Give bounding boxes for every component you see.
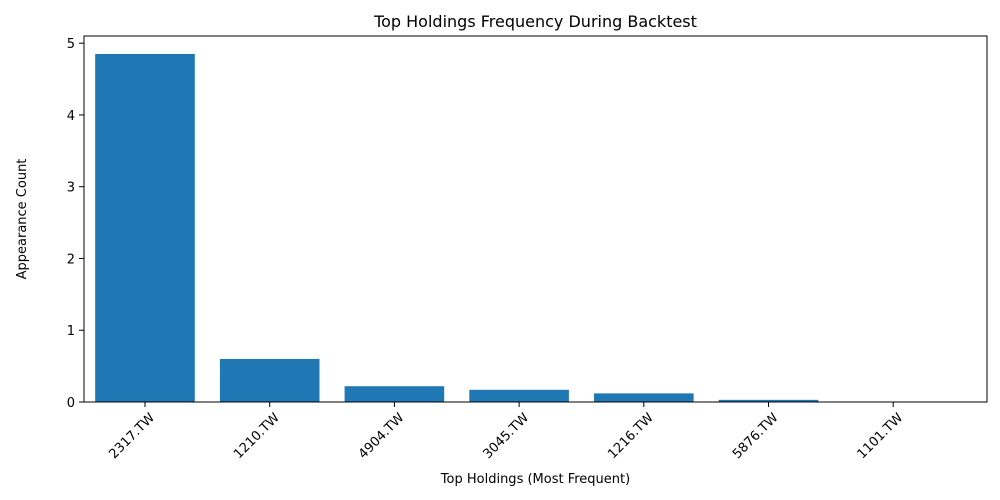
- bar-2317.TW: [95, 53, 195, 403]
- bar-3045.TW: [469, 389, 569, 402]
- y-axis-label: Appearance Count: [15, 159, 30, 280]
- y-tick-label: 0: [67, 396, 75, 411]
- y-tick-label: 1: [67, 324, 75, 339]
- x-tick-label: 5876.TW: [730, 410, 782, 462]
- x-axis-label: Top Holdings (Most Frequent): [440, 472, 630, 487]
- bar-4904.TW: [344, 386, 445, 402]
- chart-title: Top Holdings Frequency During Backtest: [373, 12, 697, 31]
- y-tick-label: 2: [67, 252, 75, 267]
- y-axis: 0 1 2 3 4 5: [67, 37, 84, 411]
- x-tick-label: 1216.TW: [605, 410, 657, 462]
- bar-5876.TW: [718, 399, 819, 402]
- plot-area: [95, 53, 819, 403]
- x-axis: 2317.TW 1210.TW 4904.TW 3045.TW 1216.TW 5876.…: [106, 402, 906, 462]
- x-tick-label: 3045.TW: [481, 410, 533, 462]
- y-tick-label: 5: [67, 37, 75, 52]
- x-tick-label: 2317.TW: [106, 410, 158, 462]
- axes-frame: [83, 35, 988, 403]
- bar-1216.TW: [594, 393, 694, 402]
- y-tick-label: 4: [67, 109, 75, 124]
- x-tick-label: 4904.TW: [356, 410, 408, 462]
- bar-1210.TW: [219, 358, 320, 402]
- x-tick-label: 1101.TW: [855, 410, 907, 462]
- x-tick-label: 1210.TW: [231, 410, 283, 462]
- y-tick-label: 3: [67, 181, 75, 196]
